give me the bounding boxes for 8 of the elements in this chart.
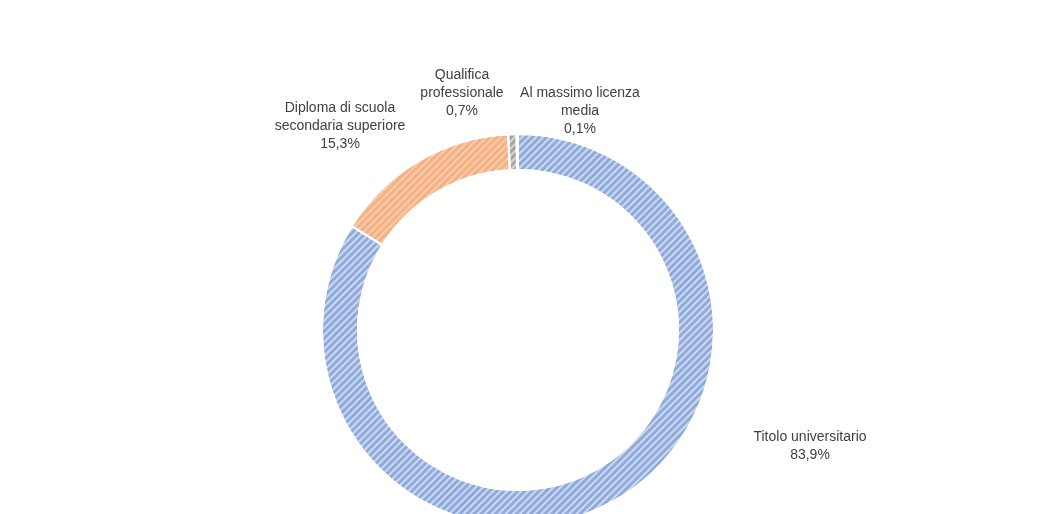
slice-label: Titolo universitario [753,428,867,444]
data-label: 0,1% [564,120,596,136]
data-label: 15,3% [320,135,360,151]
data-label: 83,9% [790,446,830,462]
slice-label: Al massimo licenza media [520,84,641,118]
slice-label: Qualifica professionale [420,66,504,100]
data-label: 0,7% [446,102,478,118]
slice-label: Diploma di scuola secondaria superiore [274,99,406,133]
